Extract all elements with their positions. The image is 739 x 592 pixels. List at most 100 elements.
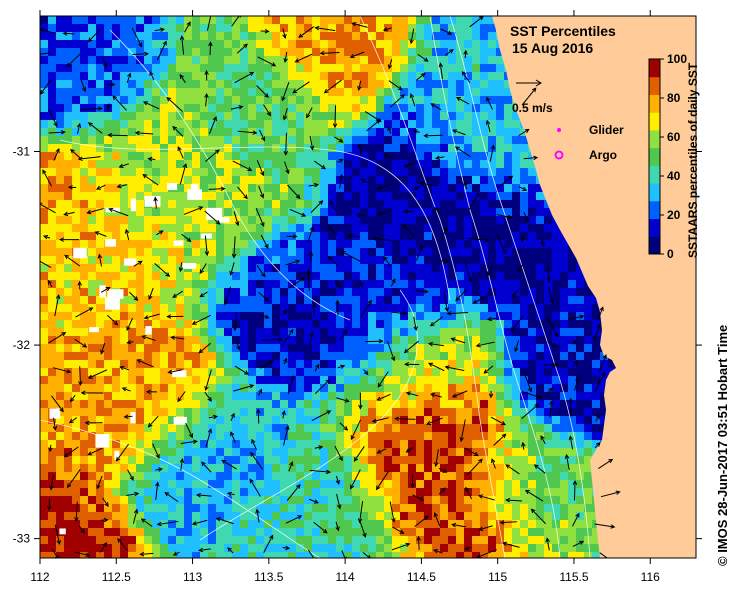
sst-cell — [80, 424, 88, 432]
sst-cell — [120, 448, 128, 456]
sst-cell — [168, 120, 176, 128]
sst-cell — [504, 456, 512, 464]
sst-cell — [304, 216, 312, 224]
sst-cell — [208, 368, 216, 376]
sst-cell — [448, 280, 456, 288]
sst-cell — [80, 184, 88, 192]
sst-cell — [72, 400, 80, 408]
sst-cell — [176, 256, 184, 264]
sst-cell — [104, 256, 112, 264]
sst-cell — [208, 96, 216, 104]
sst-cell — [72, 488, 80, 496]
sst-cell — [40, 40, 48, 48]
sst-cell — [312, 464, 320, 472]
sst-cell — [568, 456, 576, 464]
sst-cell — [40, 472, 48, 480]
sst-cell — [560, 456, 568, 464]
sst-cell — [152, 24, 160, 32]
sst-cell — [248, 144, 256, 152]
sst-cell — [72, 224, 80, 232]
sst-cell — [312, 32, 320, 40]
sst-cell — [152, 96, 160, 104]
sst-cell — [152, 128, 160, 136]
sst-cell — [392, 128, 400, 136]
sst-cell — [280, 96, 288, 104]
sst-cell — [472, 88, 480, 96]
sst-cell — [360, 456, 368, 464]
sst-cell — [448, 32, 456, 40]
sst-cell — [40, 56, 48, 64]
sst-cell — [472, 264, 480, 272]
sst-cell — [448, 384, 456, 392]
sst-cell — [248, 184, 256, 192]
sst-cell — [528, 224, 536, 232]
sst-cell — [160, 144, 168, 152]
sst-cell — [64, 96, 72, 104]
sst-cell — [272, 312, 280, 320]
sst-cell — [216, 328, 224, 336]
sst-cell — [520, 248, 528, 256]
sst-cell — [184, 24, 192, 32]
sst-cell — [224, 168, 232, 176]
sst-cell — [56, 216, 64, 224]
sst-cell — [528, 320, 536, 328]
sst-cell — [336, 320, 344, 328]
sst-cell — [104, 56, 112, 64]
sst-cell — [64, 216, 72, 224]
sst-cell — [464, 240, 472, 248]
sst-cell — [280, 344, 288, 352]
sst-cell — [384, 40, 392, 48]
sst-cell — [560, 480, 568, 488]
sst-cell — [496, 56, 504, 64]
sst-cell — [200, 24, 208, 32]
sst-cell — [304, 440, 312, 448]
sst-cell — [368, 440, 376, 448]
sst-cell — [400, 320, 408, 328]
sst-cell — [512, 360, 520, 368]
sst-cell — [368, 328, 376, 336]
sst-cell — [408, 272, 416, 280]
sst-cell — [480, 176, 488, 184]
sst-cell — [320, 432, 328, 440]
sst-cell — [384, 280, 392, 288]
sst-cell — [216, 280, 224, 288]
sst-cell — [336, 384, 344, 392]
sst-cell — [264, 376, 272, 384]
sst-cell — [432, 160, 440, 168]
sst-cell — [72, 152, 80, 160]
sst-cell — [592, 328, 600, 336]
sst-cell — [64, 152, 72, 160]
sst-cell — [248, 416, 256, 424]
sst-cell — [160, 312, 168, 320]
sst-cell — [56, 392, 64, 400]
sst-cell — [448, 192, 456, 200]
sst-cell — [272, 56, 280, 64]
sst-cell — [584, 344, 592, 352]
sst-cell — [288, 216, 296, 224]
sst-cell — [296, 216, 304, 224]
sst-cell — [136, 296, 144, 304]
sst-cell — [488, 72, 496, 80]
sst-cell — [512, 472, 520, 480]
sst-cell — [536, 384, 544, 392]
sst-cell — [152, 328, 160, 336]
sst-cell — [80, 112, 88, 120]
sst-cell — [352, 200, 360, 208]
sst-cell — [424, 360, 432, 368]
sst-cell — [48, 184, 56, 192]
sst-cell — [328, 432, 336, 440]
sst-cell — [48, 96, 56, 104]
sst-cell — [560, 304, 568, 312]
sst-cell — [456, 448, 464, 456]
sst-cell — [568, 400, 576, 408]
sst-cell — [288, 448, 296, 456]
sst-cell — [256, 488, 264, 496]
sst-cell — [200, 464, 208, 472]
sst-cell — [64, 112, 72, 120]
sst-cell — [464, 200, 472, 208]
sst-cell — [368, 384, 376, 392]
sst-cell — [344, 472, 352, 480]
sst-cell — [568, 352, 576, 360]
sst-cell — [304, 72, 312, 80]
sst-cell — [168, 312, 176, 320]
